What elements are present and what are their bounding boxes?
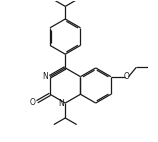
Text: N: N xyxy=(43,72,49,81)
Text: O: O xyxy=(124,72,130,81)
Text: O: O xyxy=(30,98,36,107)
Text: N: N xyxy=(58,99,64,107)
